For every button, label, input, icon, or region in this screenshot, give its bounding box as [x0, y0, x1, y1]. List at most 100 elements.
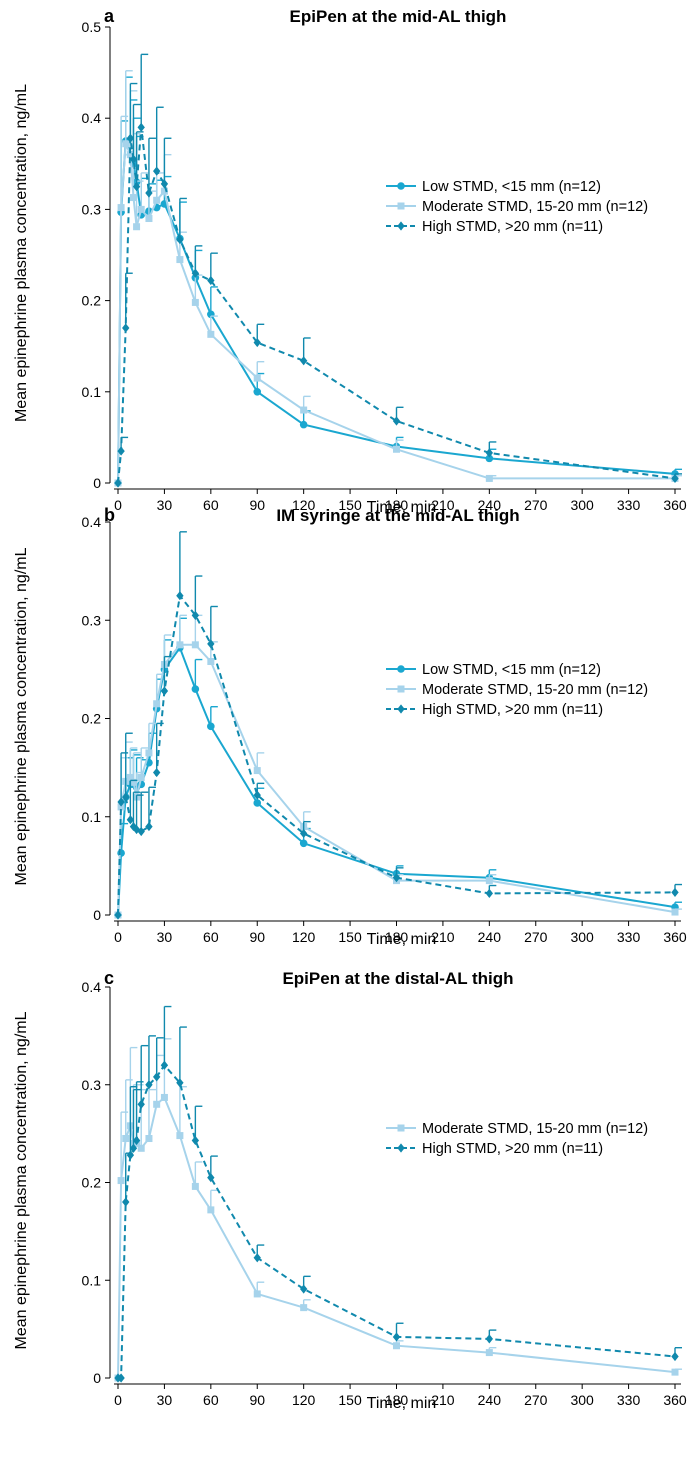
legend-label: High STMD, >20 mm (n=11) — [422, 219, 603, 235]
y-tick-label: 0 — [93, 1370, 101, 1386]
legend-label: Moderate STMD, 15-20 mm (n=12) — [422, 682, 648, 698]
x-tick-label: 60 — [203, 929, 219, 945]
data-point — [176, 1078, 184, 1088]
data-point — [299, 356, 308, 366]
legend-marker — [397, 704, 405, 714]
data-point — [145, 215, 153, 223]
x-tick-label: 180 — [385, 929, 409, 945]
x-tick-label: 180 — [385, 497, 409, 513]
chart-title: EpiPen at the mid-AL thigh — [290, 7, 507, 26]
legend-label: Moderate STMD, 15-20 mm (n=12) — [422, 1121, 648, 1137]
x-tick-label: 360 — [663, 497, 687, 513]
data-point — [253, 1253, 261, 1263]
y-axis-label: Mean epinephrine plasma concentration, n… — [13, 1011, 30, 1349]
data-point — [392, 873, 401, 883]
data-point — [122, 323, 130, 333]
data-point — [160, 1093, 168, 1101]
x-tick-label: 150 — [338, 497, 362, 513]
data-point — [133, 223, 141, 231]
panel-letter: c — [104, 968, 114, 988]
legend-entry: Low STMD, <15 mm (n=12) — [386, 662, 601, 678]
series-circle — [114, 76, 682, 487]
data-point — [160, 187, 168, 195]
data-point — [117, 1177, 125, 1185]
data-point — [392, 416, 401, 426]
data-point — [253, 767, 261, 775]
data-point — [117, 1373, 125, 1383]
data-point — [122, 140, 130, 148]
x-axis-label: Time, min — [367, 499, 437, 516]
x-tick-label: 120 — [292, 1392, 316, 1408]
data-point — [122, 792, 130, 802]
x-tick-label: 240 — [478, 497, 502, 513]
data-point — [160, 686, 169, 696]
panel-letter: a — [104, 6, 115, 26]
legend-entry: Moderate STMD, 15-20 mm (n=12) — [386, 1121, 648, 1137]
data-point — [129, 194, 137, 202]
x-tick-label: 90 — [249, 1392, 265, 1408]
x-tick-label: 90 — [249, 929, 265, 945]
x-tick-label: 150 — [338, 1392, 362, 1408]
data-point — [207, 639, 215, 649]
data-point — [299, 828, 308, 839]
data-point — [145, 821, 153, 832]
x-tick-label: 300 — [570, 929, 594, 945]
data-point — [392, 1332, 401, 1342]
x-axis-label: Time, min — [367, 931, 437, 948]
legend-entry: High STMD, >20 mm (n=11) — [386, 1141, 603, 1157]
y-tick-label: 0.2 — [82, 1175, 102, 1191]
data-point — [176, 1132, 184, 1140]
data-point — [114, 478, 122, 488]
y-axis-label: Mean epinephrine plasma concentration, n… — [13, 84, 30, 422]
data-point — [253, 337, 261, 348]
x-tick-label: 360 — [663, 1392, 687, 1408]
data-point — [126, 773, 134, 781]
data-point — [191, 641, 199, 649]
chart-title: EpiPen at the distal-AL thigh — [282, 969, 513, 988]
data-point — [145, 1080, 153, 1090]
data-point — [176, 234, 184, 245]
data-point — [191, 610, 200, 620]
x-tick-label: 60 — [203, 497, 219, 513]
y-tick-label: 0.4 — [82, 979, 102, 995]
x-tick-label: 30 — [157, 1392, 173, 1408]
y-tick-label: 0.1 — [82, 1272, 102, 1288]
x-tick-label: 210 — [431, 497, 455, 513]
data-point — [137, 205, 145, 213]
legend-label: Low STMD, <15 mm (n=12) — [422, 179, 601, 195]
data-point — [191, 1135, 200, 1146]
data-point — [176, 256, 184, 264]
x-tick-label: 120 — [292, 497, 316, 513]
legend-entry: High STMD, >20 mm (n=11) — [386, 219, 603, 235]
data-point — [153, 196, 161, 204]
y-tick-label: 0.3 — [82, 201, 102, 217]
legend-marker — [397, 685, 405, 693]
legend-marker — [397, 665, 405, 673]
x-tick-label: 300 — [570, 497, 594, 513]
x-axis-label: Time, min — [367, 1395, 437, 1412]
x-tick-label: 330 — [617, 497, 641, 513]
panel-letter: b — [104, 505, 115, 525]
x-tick-label: 210 — [431, 929, 455, 945]
data-point — [145, 749, 153, 757]
data-point — [153, 166, 161, 176]
legend-marker — [397, 221, 405, 231]
data-point — [299, 839, 308, 848]
data-point — [299, 420, 308, 429]
data-point — [393, 1342, 400, 1350]
y-tick-label: 0.3 — [82, 1077, 102, 1093]
y-tick-label: 0.1 — [82, 384, 102, 400]
data-point — [253, 374, 261, 382]
data-point — [114, 910, 122, 920]
y-tick-label: 0.4 — [82, 110, 102, 126]
y-tick-label: 0.5 — [82, 19, 102, 35]
y-tick-label: 0 — [93, 475, 101, 491]
data-point — [191, 685, 200, 693]
data-point — [671, 1368, 679, 1376]
data-point — [126, 133, 135, 143]
series-square — [114, 70, 682, 487]
data-point — [253, 799, 262, 807]
data-point — [129, 154, 138, 164]
data-point — [671, 1351, 679, 1362]
